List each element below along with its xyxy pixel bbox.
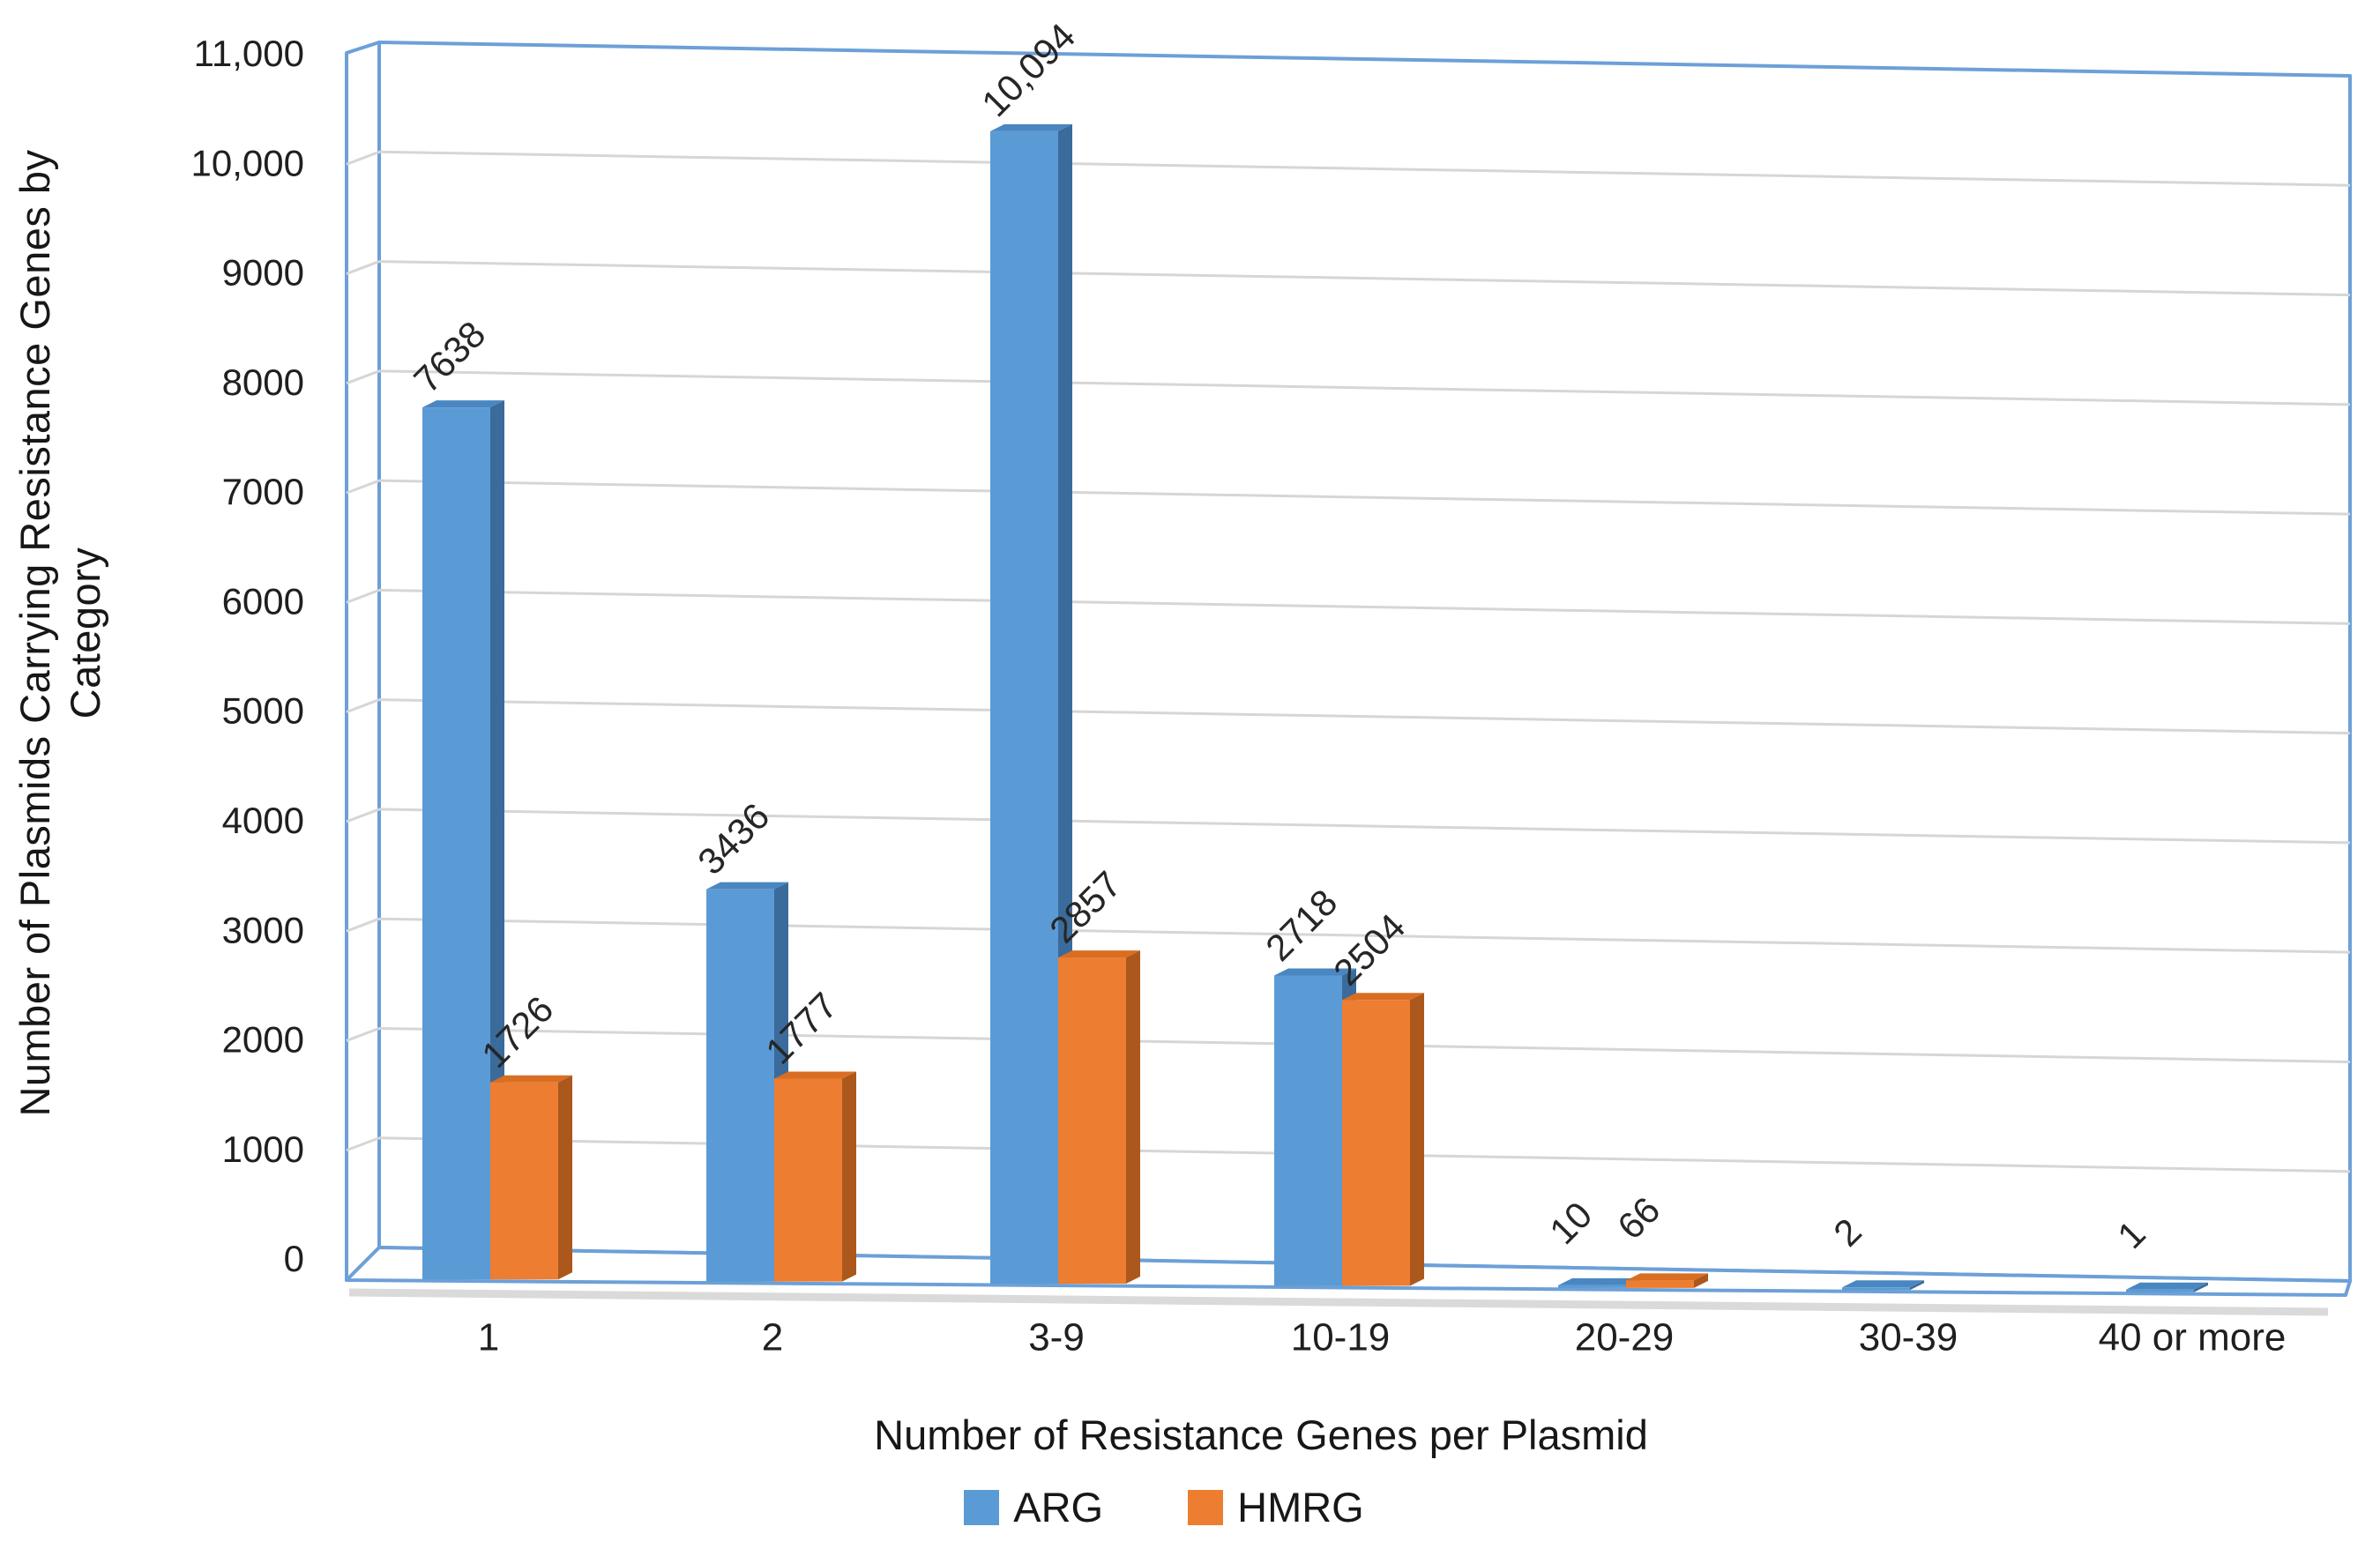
y-tick-label: 11,000: [194, 33, 304, 74]
hmrg-bar-3-9-topface: [1058, 950, 1140, 958]
gridline-sidewall: [346, 588, 380, 604]
arg-bar-2-topface: [706, 882, 788, 890]
hmrg-bar-20-29-sideface: [1694, 1273, 1708, 1288]
hmrg-bar-20-29-topface: [1626, 1273, 1708, 1281]
gridline-sidewall: [346, 479, 380, 495]
gridline: [378, 698, 2351, 735]
hmrg-bar-2-sideface: [842, 1071, 856, 1282]
y-tick-label: 8000: [222, 361, 304, 403]
arg-bar-3-9: [990, 130, 1058, 1285]
gridline: [378, 150, 2351, 187]
x-tick-label: 20-29: [1575, 1316, 1675, 1359]
hmrg-bar-1-topface: [490, 1075, 572, 1083]
x-tick-label: 10-19: [1291, 1316, 1391, 1359]
hmrg-bar-2: [774, 1078, 842, 1282]
hmrg-bar-1: [490, 1082, 558, 1280]
floor-shadow: [348, 1288, 2329, 1316]
arg-bar-10-19-topface: [1274, 968, 1356, 976]
y-tick-label: 1000: [222, 1128, 304, 1170]
legend-swatch-arg-icon: [964, 1489, 1000, 1525]
legend: ARG HMRG: [0, 1483, 2328, 1531]
x-tick-label: 1: [478, 1316, 499, 1359]
y-axis-title: Number of Plasmids Carrying Resistance G…: [10, 0, 114, 1272]
y-tick-label: 9000: [222, 252, 304, 294]
arg-bar-20-29: [1558, 1285, 1626, 1288]
legend-item-hmrg: HMRG: [1188, 1483, 1364, 1531]
arg-bar-30-39: [1842, 1287, 1910, 1291]
gridline: [378, 479, 2351, 516]
gridline: [378, 808, 2351, 845]
x-axis-tick-labels: 1 2 3-9 10-19 20-29 30-39 40 or more: [478, 1316, 2287, 1359]
hmrg-bar-10-19-topface: [1342, 993, 1424, 1001]
gridline-sidewall: [346, 1027, 380, 1042]
y-axis-title-line2: Category: [62, 547, 108, 719]
arg-bar-20-29-topface: [1558, 1277, 1640, 1285]
x-tick-label: 40 or more: [2099, 1316, 2287, 1359]
x-tick-label: 30-39: [1859, 1316, 1958, 1359]
arg-bar-40 or more: [2126, 1289, 2194, 1292]
hmrg-bar-3-9: [1058, 957, 1126, 1285]
gridline-sidewall: [346, 369, 380, 385]
gridline: [378, 588, 2351, 625]
arg-bar-1-sideface: [490, 400, 504, 1280]
gridline-sidewall: [346, 808, 380, 823]
y-tick-label: 2000: [222, 1019, 304, 1061]
arg-bar-1-topface: [422, 400, 504, 408]
arg-bar-3-9-topface: [990, 123, 1072, 131]
hmrg-bar-3-9-sideface: [1126, 950, 1140, 1285]
bars: [422, 123, 2208, 1292]
hmrg-bar-10-19: [1342, 1000, 1410, 1286]
arg-bar-30-39-topface: [1842, 1280, 1924, 1288]
floor-shadow-line: [348, 1288, 2329, 1316]
arg-bar-1: [422, 407, 490, 1280]
y-tick-label: 7000: [222, 471, 304, 512]
legend-label-hmrg: HMRG: [1237, 1484, 1364, 1530]
arg-bar-2: [706, 889, 774, 1282]
x-axis-title: Number of Resistance Genes per Plasmid: [874, 1411, 1648, 1458]
gridline-sidewall: [346, 150, 380, 166]
x-tick-label: 2: [762, 1316, 783, 1359]
legend-item-arg: ARG: [964, 1483, 1103, 1531]
y-tick-label: 0: [284, 1238, 304, 1279]
x-tick-label: 3-9: [1028, 1316, 1085, 1359]
y-tick-label: 4000: [222, 800, 304, 841]
arg-bar-40 or more-sideface: [2194, 1282, 2208, 1292]
gridline: [378, 260, 2351, 297]
hmrg-bar-20-29: [1626, 1280, 1694, 1288]
y-tick-label: 10,000: [191, 142, 304, 183]
gridline-sidewall: [346, 260, 380, 275]
y-tick-label: 6000: [222, 580, 304, 622]
gridline-sidewall: [346, 1136, 380, 1152]
y-tick-label: 5000: [222, 690, 304, 732]
side-wall: [345, 41, 381, 1282]
y-axis-tick-labels: 0 1000 2000 3000 4000 5000 6000 7000 8000 9000 10,…: [191, 33, 304, 1279]
arg-bar-10-19: [1274, 975, 1342, 1286]
arg-bar-40 or more-topface: [2126, 1282, 2208, 1290]
legend-swatch-hmrg-icon: [1188, 1489, 1224, 1525]
arg-bar-30-39-sideface: [1910, 1280, 1924, 1291]
legend-label-arg: ARG: [1013, 1484, 1104, 1530]
gridline: [378, 369, 2351, 406]
hmrg-bar-10-19-sideface: [1410, 993, 1424, 1286]
gridline-sidewall: [346, 698, 380, 714]
gridline-sidewall: [346, 917, 380, 933]
hmrg-bar-1-sideface: [558, 1075, 572, 1280]
y-axis-title-line1: Number of Plasmids Carrying Resistance G…: [11, 149, 58, 1117]
y-tick-label: 3000: [222, 909, 304, 950]
hmrg-bar-2-topface: [774, 1071, 856, 1079]
